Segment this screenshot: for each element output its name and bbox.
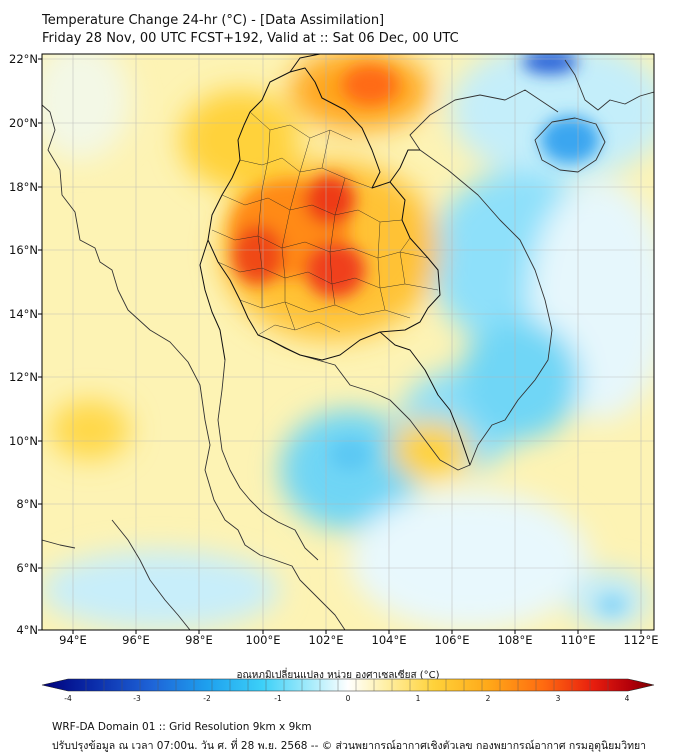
colorbar-tick-neg1: -1 xyxy=(274,694,282,703)
colorbar-tick-neg3: -3 xyxy=(133,694,141,703)
lon-label-106e: 106°E xyxy=(434,633,470,647)
lat-label-10n: 10°N xyxy=(9,434,38,448)
lat-label-14n: 14°N xyxy=(9,307,38,321)
lon-label-94e: 94°E xyxy=(59,633,87,647)
colorbar-tick-0: 0 xyxy=(345,694,351,703)
colorbar-tick-4: 4 xyxy=(624,694,630,703)
hot-spots xyxy=(230,54,626,615)
lon-label-96e: 96°E xyxy=(122,633,150,647)
lat-label-22n: 22°N xyxy=(9,52,38,66)
warm-cool-fields xyxy=(42,54,654,630)
colorbar xyxy=(41,678,655,692)
country-borders xyxy=(199,54,471,466)
colorbar-tick-1: 1 xyxy=(415,694,421,703)
lon-label-108e: 108°E xyxy=(497,633,533,647)
model-info: WRF-DA Domain 01 :: Grid Resolution 9km … xyxy=(52,721,312,733)
update-credit: ปรับปรุงข้อมูล ณ เวลา 07:00น. วัน ศ. ที่… xyxy=(52,740,647,752)
colorbar-gradient xyxy=(41,678,655,692)
lon-label-98e: 98°E xyxy=(185,633,213,647)
lat-label-20n: 20°N xyxy=(9,116,38,130)
map-title: Temperature Change 24-hr (°C) - [Data As… xyxy=(42,13,385,28)
lat-label-12n: 12°N xyxy=(9,370,38,384)
tick-marks xyxy=(38,58,642,634)
lat-label-6n: 6°N xyxy=(16,561,38,575)
coastlines xyxy=(42,59,654,630)
colorbar-tick-neg2: -2 xyxy=(203,694,211,703)
map-subtitle: Friday 28 Nov, 00 UTC FCST+192, Valid at… xyxy=(42,31,459,46)
lon-label-104e: 104°E xyxy=(371,633,407,647)
colorbar-title: อุณหภูมิเปลี่ยนแปลง หน่วย องศาเซลเซียส (… xyxy=(236,670,440,681)
lat-label-8n: 8°N xyxy=(16,497,38,511)
lat-label-18n: 18°N xyxy=(9,180,38,194)
lon-label-102e: 102°E xyxy=(308,633,344,647)
lon-label-112e: 112°E xyxy=(623,633,659,647)
colorbar-tick-3: 3 xyxy=(555,694,561,703)
map-frame xyxy=(41,53,655,631)
lat-label-4n: 4°N xyxy=(16,623,38,637)
colorbar-dividers xyxy=(85,679,609,691)
lon-label-100e: 100°E xyxy=(245,633,281,647)
province-borders xyxy=(211,111,439,336)
lon-label-110e: 110°E xyxy=(560,633,596,647)
lat-label-16n: 16°N xyxy=(9,243,38,257)
colorbar-tick-neg4: -4 xyxy=(64,694,72,703)
colorbar-tick-2: 2 xyxy=(485,694,491,703)
